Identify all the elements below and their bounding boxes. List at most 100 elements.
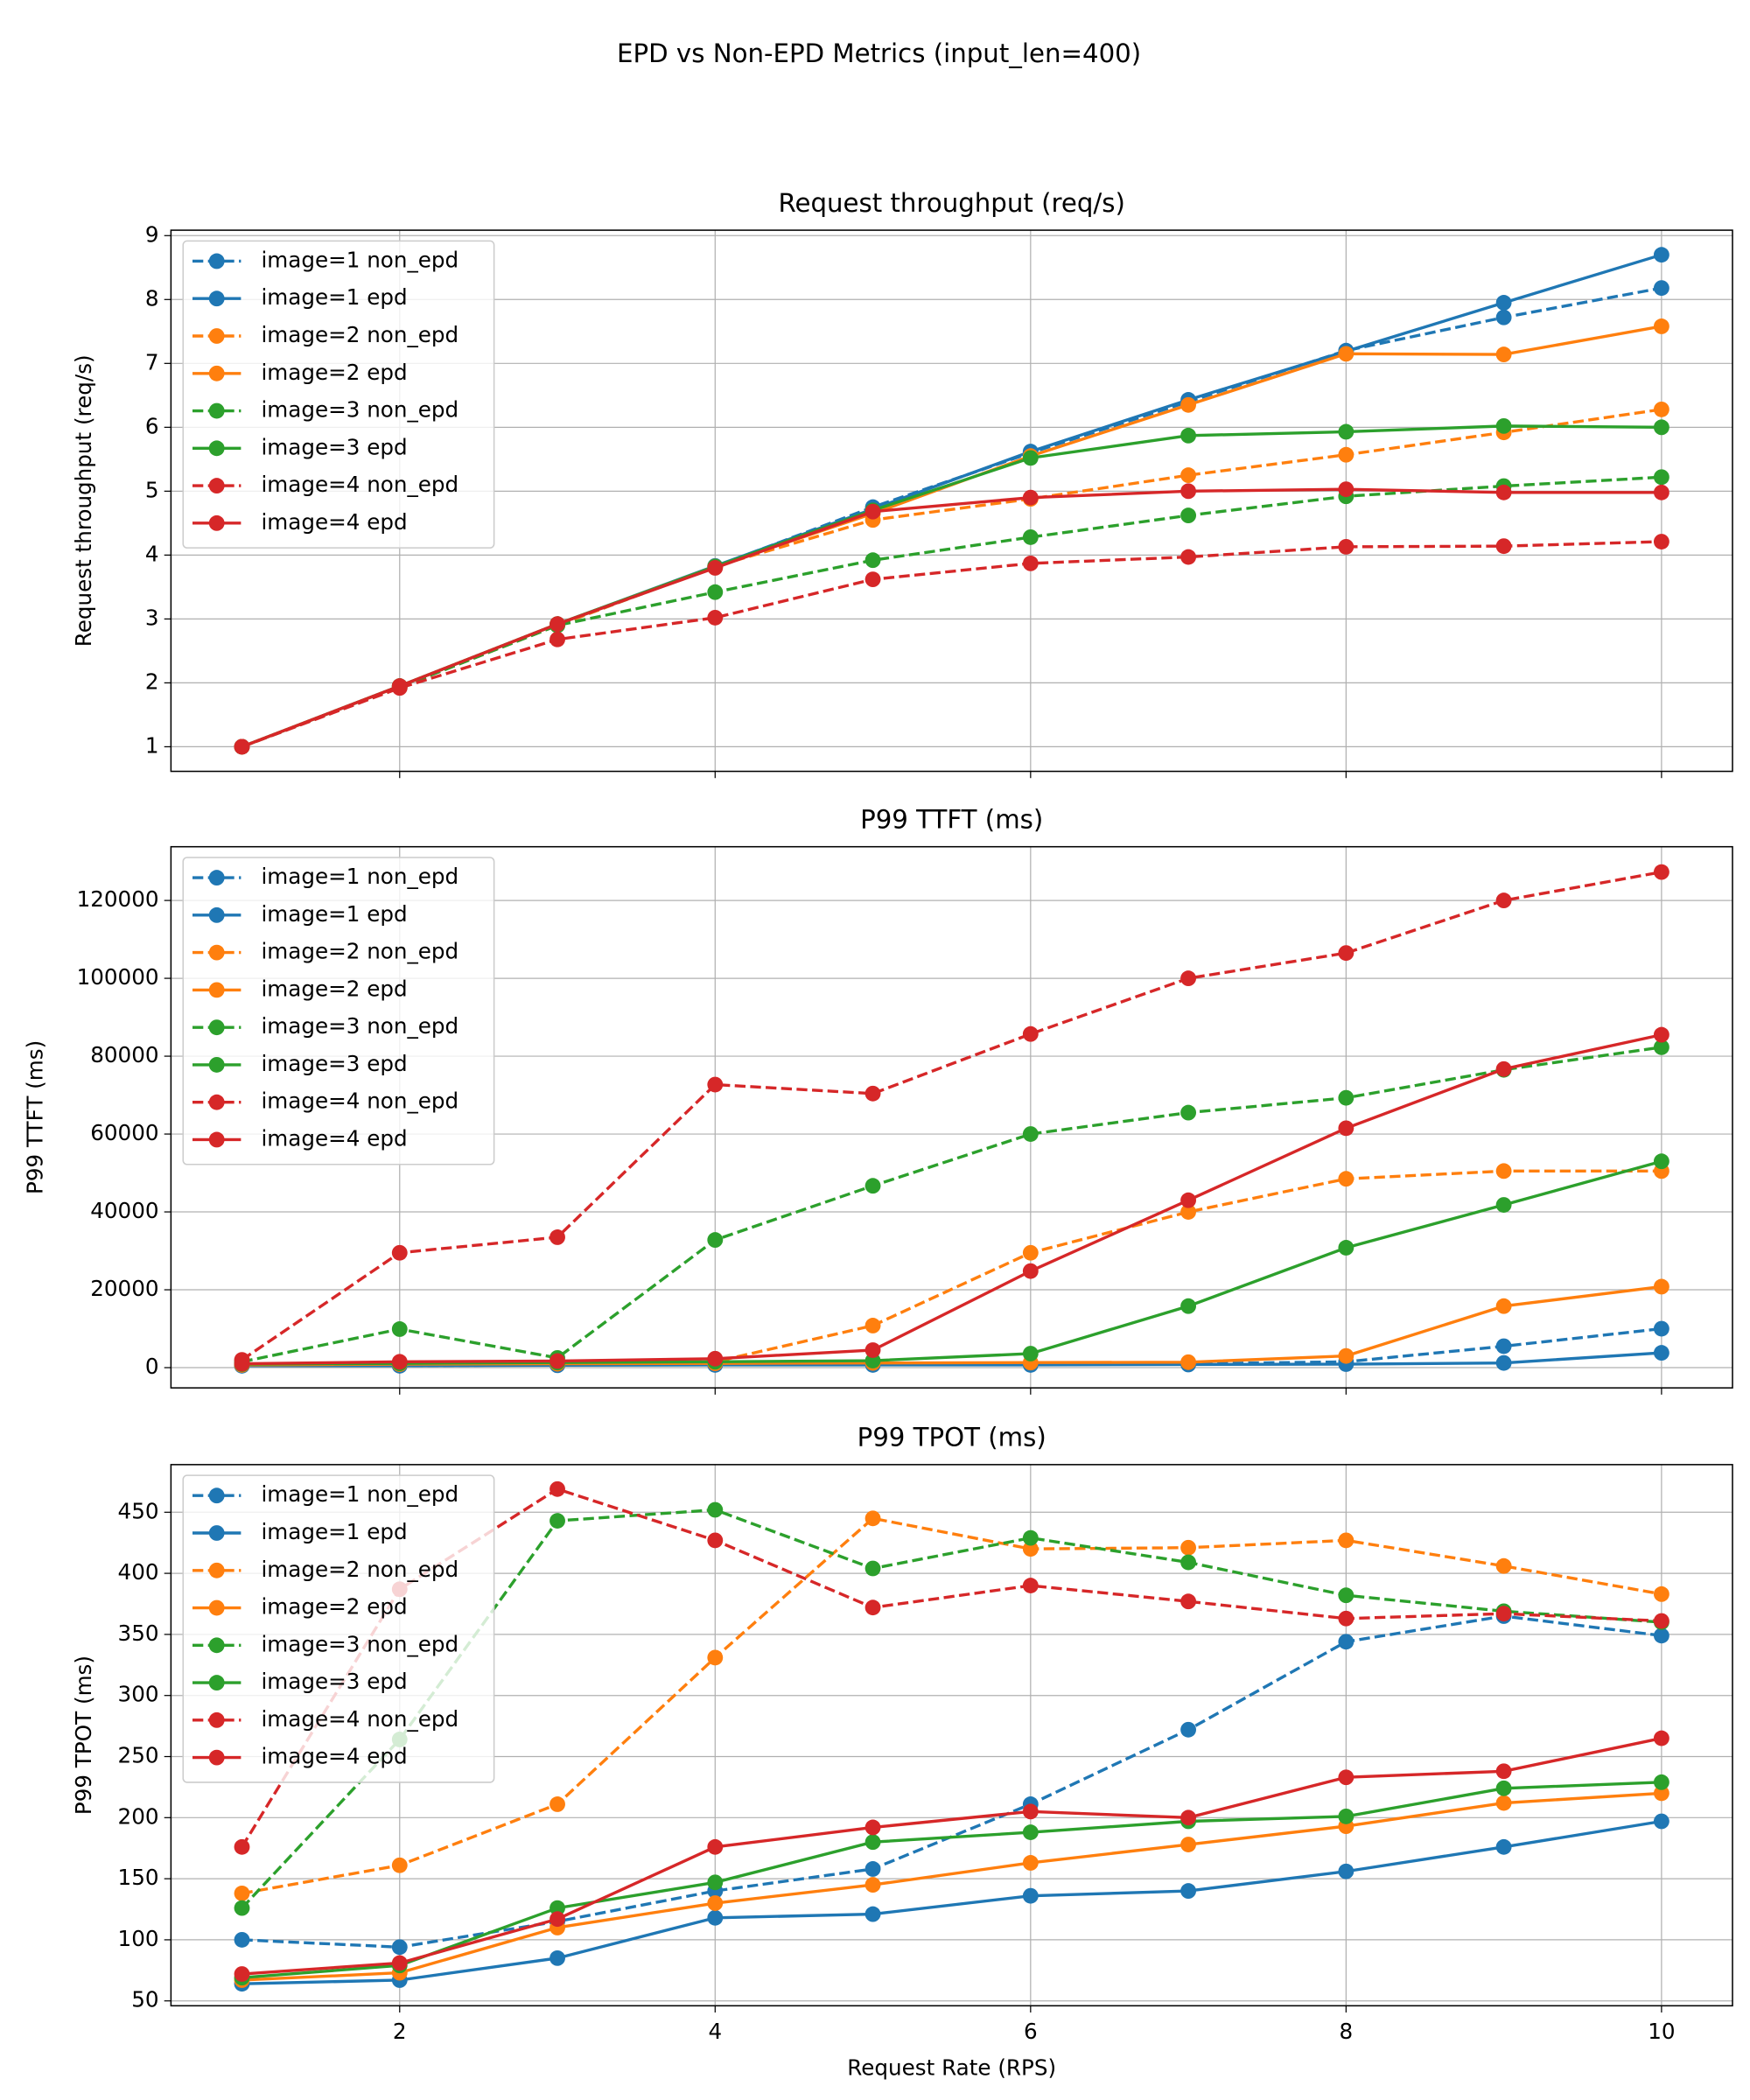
marker [1653, 484, 1670, 500]
marker [864, 552, 881, 569]
legend-box [182, 240, 495, 549]
y-axis-label: Request throughput (req/s) [71, 354, 96, 647]
marker [234, 1931, 250, 1948]
series-line [242, 1159, 1662, 1366]
marker [1338, 1532, 1354, 1549]
y-tick-label: 400 [118, 1559, 159, 1585]
marker [234, 1966, 250, 1982]
marker [1653, 1039, 1670, 1055]
marker [1338, 1348, 1354, 1364]
marker [1180, 1810, 1197, 1826]
legend-label: image=1 epd [261, 284, 407, 310]
y-tick-label: 350 [118, 1620, 159, 1646]
legend-label: image=4 non_epd [261, 1088, 458, 1114]
legend-label: image=4 epd [261, 1744, 407, 1769]
marker [1180, 508, 1197, 524]
x-tick-label: 10 [1648, 2019, 1675, 2044]
marker [1022, 450, 1039, 466]
marker [550, 1513, 565, 1529]
marker [1495, 1780, 1512, 1796]
marker [1180, 1837, 1197, 1852]
marker [1653, 1813, 1670, 1830]
y-tick-label: 2 [145, 668, 159, 694]
y-tick-label: 8 [145, 285, 159, 311]
y-tick-label: 80000 [90, 1042, 158, 1068]
marker [1653, 534, 1670, 550]
marker [391, 1244, 408, 1261]
marker [1653, 1730, 1670, 1746]
marker [391, 1955, 408, 1971]
marker [1022, 1578, 1039, 1593]
legend-box [182, 857, 495, 1166]
x-tick-label: 8 [1340, 2019, 1354, 2044]
legend-marker [208, 1488, 225, 1504]
y-tick-label: 9 [145, 221, 159, 247]
marker [1653, 401, 1670, 417]
legend-marker [208, 1562, 225, 1578]
marker [391, 1857, 408, 1873]
legend-label: image=4 epd [261, 1125, 407, 1151]
legend-label: image=3 non_epd [261, 397, 458, 423]
marker [1338, 1089, 1354, 1106]
marker [1495, 892, 1512, 909]
marker [1022, 1855, 1039, 1871]
y-tick-label: 7 [145, 349, 159, 374]
marker [1022, 1803, 1039, 1820]
marker [234, 1900, 250, 1916]
marker [864, 503, 881, 520]
series-line [241, 540, 1662, 749]
marker [550, 1796, 565, 1812]
legend-label: image=3 non_epd [261, 1013, 458, 1039]
marker [1180, 483, 1197, 500]
marker [707, 1232, 724, 1249]
legend-marker [208, 478, 225, 494]
legend-label: image=2 epd [261, 360, 407, 385]
marker [550, 1229, 565, 1245]
marker [864, 1877, 881, 1894]
legend-label: image=2 epd [261, 976, 407, 1001]
marker [1338, 1610, 1354, 1627]
chart-title: Request throughput (req/s) [779, 188, 1125, 218]
marker [1180, 1354, 1197, 1370]
marker [1180, 1298, 1197, 1314]
series-line [242, 1781, 1662, 1979]
legend-marker [208, 1094, 225, 1110]
marker [1338, 346, 1354, 362]
marker [1338, 424, 1354, 440]
marker [234, 1885, 250, 1901]
marker [550, 1950, 565, 1966]
chart-title: P99 TPOT (ms) [858, 1423, 1046, 1452]
marker [1180, 1204, 1197, 1220]
x-axis-label: Request Rate (RPS) [847, 2055, 1056, 2081]
legend-marker [208, 1131, 225, 1148]
y-tick-label: 120000 [77, 886, 159, 912]
legend-label: image=1 epd [261, 1519, 407, 1544]
legend-marker [208, 982, 225, 998]
marker [1022, 1824, 1039, 1840]
y-tick-label: 0 [145, 1354, 159, 1379]
marker [864, 1510, 881, 1527]
marker [1180, 1104, 1197, 1121]
legend-label: image=4 epd [261, 509, 407, 535]
marker [707, 1874, 724, 1891]
marker [864, 1318, 881, 1334]
legend-box [182, 1474, 495, 1783]
marker [1180, 467, 1197, 484]
marker [234, 1355, 250, 1372]
series-line [242, 1791, 1662, 1982]
marker [1338, 446, 1354, 463]
y-tick-label: 250 [118, 1743, 159, 1768]
marker [1653, 419, 1670, 436]
marker [707, 1649, 724, 1666]
marker [1495, 295, 1512, 311]
y-tick-label: 100 [118, 1926, 159, 1951]
marker [1022, 555, 1039, 571]
marker [550, 616, 565, 633]
legend-marker [208, 440, 225, 457]
legend-marker [208, 1637, 225, 1654]
marker [391, 1321, 408, 1337]
marker [1338, 481, 1354, 498]
marker [864, 1861, 881, 1877]
legend-label: image=2 non_epd [261, 322, 458, 347]
